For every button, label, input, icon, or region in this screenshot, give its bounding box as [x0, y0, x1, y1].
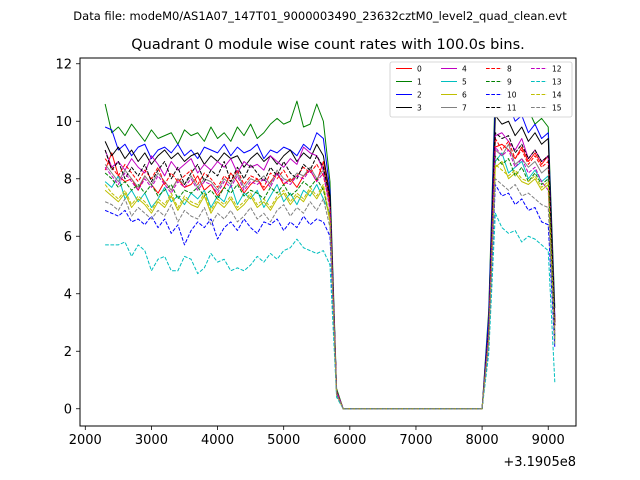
series-layer	[104, 77, 556, 410]
y-tick-label: 6	[64, 230, 72, 245]
legend-label-7: 7	[462, 103, 467, 112]
legend-label-14: 14	[552, 90, 562, 99]
legend-label-0: 0	[417, 64, 422, 73]
legend-label-5: 5	[462, 77, 467, 86]
x-tick-label: 4000	[201, 433, 234, 448]
y-tick-label: 12	[55, 57, 72, 72]
legend-label-12: 12	[552, 64, 562, 73]
x-tick-label: 7000	[399, 433, 432, 448]
x-tick-label: 5000	[267, 433, 300, 448]
legend-label-11: 11	[507, 103, 517, 112]
legend-label-13: 13	[552, 77, 562, 86]
plot-area-frame	[79, 57, 577, 427]
x-axis-offset-label: +3.1905e8	[503, 455, 576, 470]
legend-label-6: 6	[462, 90, 467, 99]
x-tick-label: 6000	[333, 433, 366, 448]
x-axis-ticks: 2000 3000 4000 5000 6000 7000 8000 9000	[69, 426, 565, 448]
y-tick-label: 10	[55, 115, 72, 130]
chart-title: Quadrant 0 module wise count rates with …	[131, 37, 525, 53]
legend-label-2: 2	[417, 90, 422, 99]
legend-label-3: 3	[417, 103, 422, 112]
y-tick-label: 2	[64, 345, 72, 360]
legend-label-9: 9	[507, 77, 512, 86]
legend-label-4: 4	[462, 64, 467, 73]
x-tick-label: 2000	[69, 433, 102, 448]
series-line-12	[104, 146, 556, 410]
x-tick-label: 9000	[532, 433, 565, 448]
legend-label-10: 10	[507, 90, 517, 99]
legend-label-15: 15	[552, 103, 562, 112]
y-tick-label: 4	[64, 287, 72, 302]
series-line-11	[104, 132, 556, 410]
y-axis-ticks: 0 2 4 6 8 10 12	[55, 57, 80, 417]
figure-suptitle: Data file: modeM0/AS1A07_147T01_90000034…	[73, 9, 567, 23]
y-tick-label: 0	[64, 402, 72, 417]
legend-label-1: 1	[417, 77, 422, 86]
y-tick-label: 8	[64, 172, 72, 187]
legend-label-8: 8	[507, 64, 512, 73]
x-tick-label: 8000	[466, 433, 499, 448]
x-tick-label: 3000	[135, 433, 168, 448]
legend-box	[389, 61, 573, 118]
series-line-15	[104, 178, 556, 410]
